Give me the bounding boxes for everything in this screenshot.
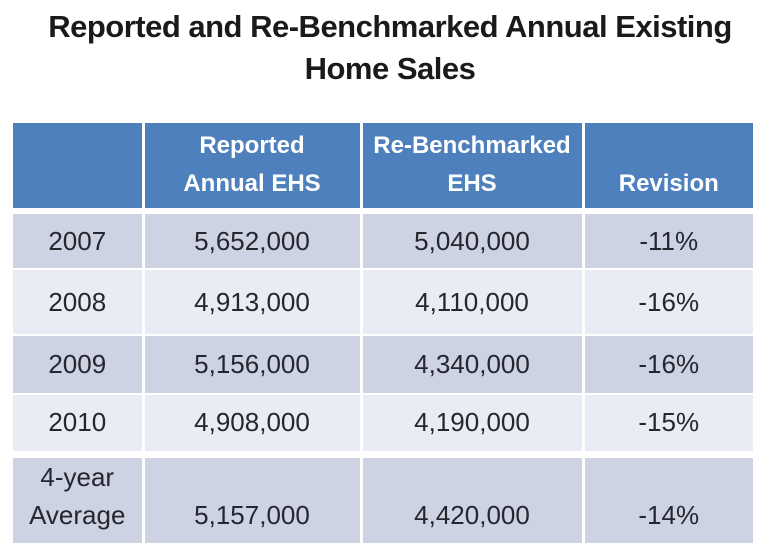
- rebenchmarked-value-cell: 4,190,000: [359, 393, 583, 454]
- header-cell-revision: Revision: [581, 123, 753, 211]
- rebenchmarked-value-cell: 4,340,000: [359, 334, 583, 394]
- revision-value-cell: -16%: [581, 268, 753, 335]
- year-cell: 2010: [13, 393, 143, 454]
- reported-value-cell: 5,156,000: [141, 334, 361, 394]
- reported-value-cell: 5,157,000: [141, 450, 361, 543]
- table-row-2010: 2010 4,908,000 4,190,000 -15%: [13, 393, 753, 454]
- revision-value-cell: -15%: [581, 393, 753, 454]
- header-cell-rebenchmarked-ehs: Re-Benchmarked EHS: [359, 123, 583, 211]
- rebenchmarked-value-cell: 4,420,000: [359, 450, 583, 543]
- table-header-row: Reported Annual EHS Re-Benchmarked EHS R…: [13, 123, 753, 211]
- header-cell-reported-annual-ehs: Reported Annual EHS: [141, 123, 361, 211]
- rebenchmarked-value-cell: 4,110,000: [359, 268, 583, 335]
- home-sales-table: Reported Annual EHS Re-Benchmarked EHS R…: [13, 123, 753, 543]
- page-title: Reported and Re-Benchmarked Annual Exist…: [48, 9, 732, 86]
- header-cell-year: [13, 123, 143, 211]
- table-row-2009: 2009 5,156,000 4,340,000 -16%: [13, 334, 753, 394]
- year-cell: 2009: [13, 334, 143, 394]
- year-cell: 2007: [13, 208, 143, 269]
- table-row-2007: 2007 5,652,000 5,040,000 -11%: [13, 208, 753, 269]
- revision-value-cell: -14%: [581, 450, 753, 543]
- reported-value-cell: 4,913,000: [141, 268, 361, 335]
- table-row-4-year-average: 4-year Average 5,157,000 4,420,000 -14%: [13, 450, 753, 543]
- revision-value-cell: -11%: [581, 208, 753, 269]
- rebenchmarked-value-cell: 5,040,000: [359, 208, 583, 269]
- revision-value-cell: -16%: [581, 334, 753, 394]
- year-cell: 2008: [13, 268, 143, 335]
- table-row-2008: 2008 4,913,000 4,110,000 -16%: [13, 268, 753, 335]
- reported-value-cell: 4,908,000: [141, 393, 361, 454]
- reported-value-cell: 5,652,000: [141, 208, 361, 269]
- year-cell: 4-year Average: [13, 450, 143, 543]
